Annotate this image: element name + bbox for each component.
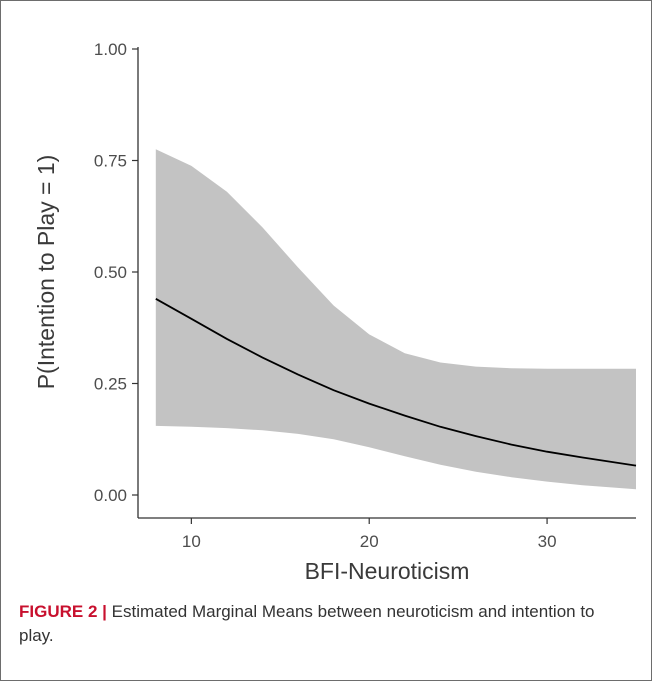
x-tick-label: 20 [360,532,379,551]
y-tick-label: 0.25 [94,375,127,394]
y-axis-title: P(Intention to Play = 1) [33,155,59,390]
confidence-band [155,149,637,490]
caption-figure-label: FIGURE 2 [19,602,98,621]
x-axis-title: BFI-Neuroticism [305,558,470,584]
y-tick-label: 0.00 [94,486,127,505]
x-tick-label: 30 [538,532,557,551]
caption-text: Estimated Marginal Means between neuroti… [19,602,595,645]
y-tick-label: 1.00 [94,40,127,59]
x-tick-label: 10 [182,532,201,551]
y-tick-label: 0.75 [94,152,127,171]
caption-separator: | [102,602,107,621]
figure-caption: FIGURE 2 | Estimated Marginal Means betw… [19,600,633,648]
plot-area: 0.00 0.25 0.50 0.75 1.00 10 20 30 BFI-Neurotici… [33,40,637,584]
estimate-line [155,298,637,467]
y-tick-label: 0.50 [94,263,127,282]
